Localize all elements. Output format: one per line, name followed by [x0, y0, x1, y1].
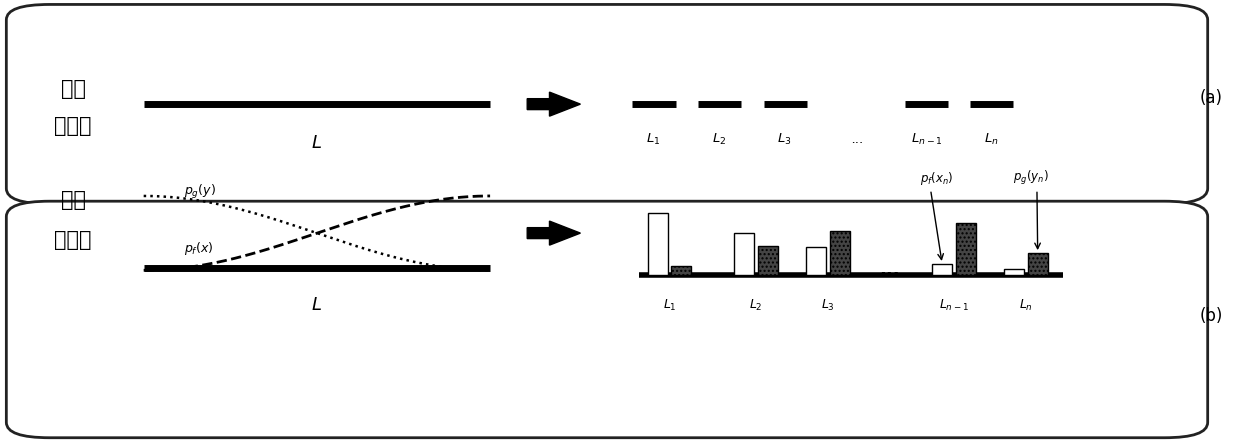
Polygon shape — [527, 92, 580, 116]
Bar — [1028, 253, 1048, 275]
Text: $L_2$: $L_2$ — [712, 132, 727, 147]
Text: $L_n$: $L_n$ — [1019, 298, 1033, 313]
Bar — [830, 231, 849, 275]
Bar — [806, 247, 826, 275]
Text: $p_f(x)$: $p_f(x)$ — [185, 240, 215, 257]
Text: $L_3$: $L_3$ — [777, 132, 792, 147]
Text: $L_n$: $L_n$ — [983, 132, 998, 147]
Text: $p_f(x_n)$: $p_f(x_n)$ — [920, 170, 954, 187]
Text: 离散化: 离散化 — [55, 230, 92, 249]
Bar — [647, 213, 667, 275]
Text: $L_2$: $L_2$ — [749, 298, 763, 313]
Text: ...: ... — [851, 132, 864, 146]
Text: 路径: 路径 — [61, 79, 86, 99]
Text: $L_{n-1}$: $L_{n-1}$ — [911, 132, 942, 147]
Text: (a): (a) — [1200, 88, 1223, 106]
FancyBboxPatch shape — [6, 201, 1208, 438]
Polygon shape — [527, 221, 580, 245]
Text: 概率: 概率 — [61, 191, 86, 210]
Text: 离散化: 离散化 — [55, 116, 92, 136]
Bar — [758, 246, 777, 275]
Text: $L_3$: $L_3$ — [821, 298, 835, 313]
Text: $L_1$: $L_1$ — [646, 132, 661, 147]
Bar — [932, 264, 952, 275]
Text: (b): (b) — [1200, 307, 1223, 325]
Text: ...: ... — [879, 261, 900, 279]
Bar — [956, 223, 976, 275]
Text: $L_{n-1}$: $L_{n-1}$ — [939, 298, 968, 313]
FancyBboxPatch shape — [6, 4, 1208, 204]
Bar — [734, 233, 754, 275]
Bar — [1004, 269, 1024, 275]
Bar — [672, 266, 691, 275]
Text: $L_1$: $L_1$ — [662, 298, 676, 313]
Text: $L$: $L$ — [311, 135, 322, 153]
Text: $p_g(y)$: $p_g(y)$ — [185, 183, 217, 201]
Text: $p_g(y_n)$: $p_g(y_n)$ — [1013, 169, 1049, 187]
Text: $L$: $L$ — [311, 296, 322, 314]
